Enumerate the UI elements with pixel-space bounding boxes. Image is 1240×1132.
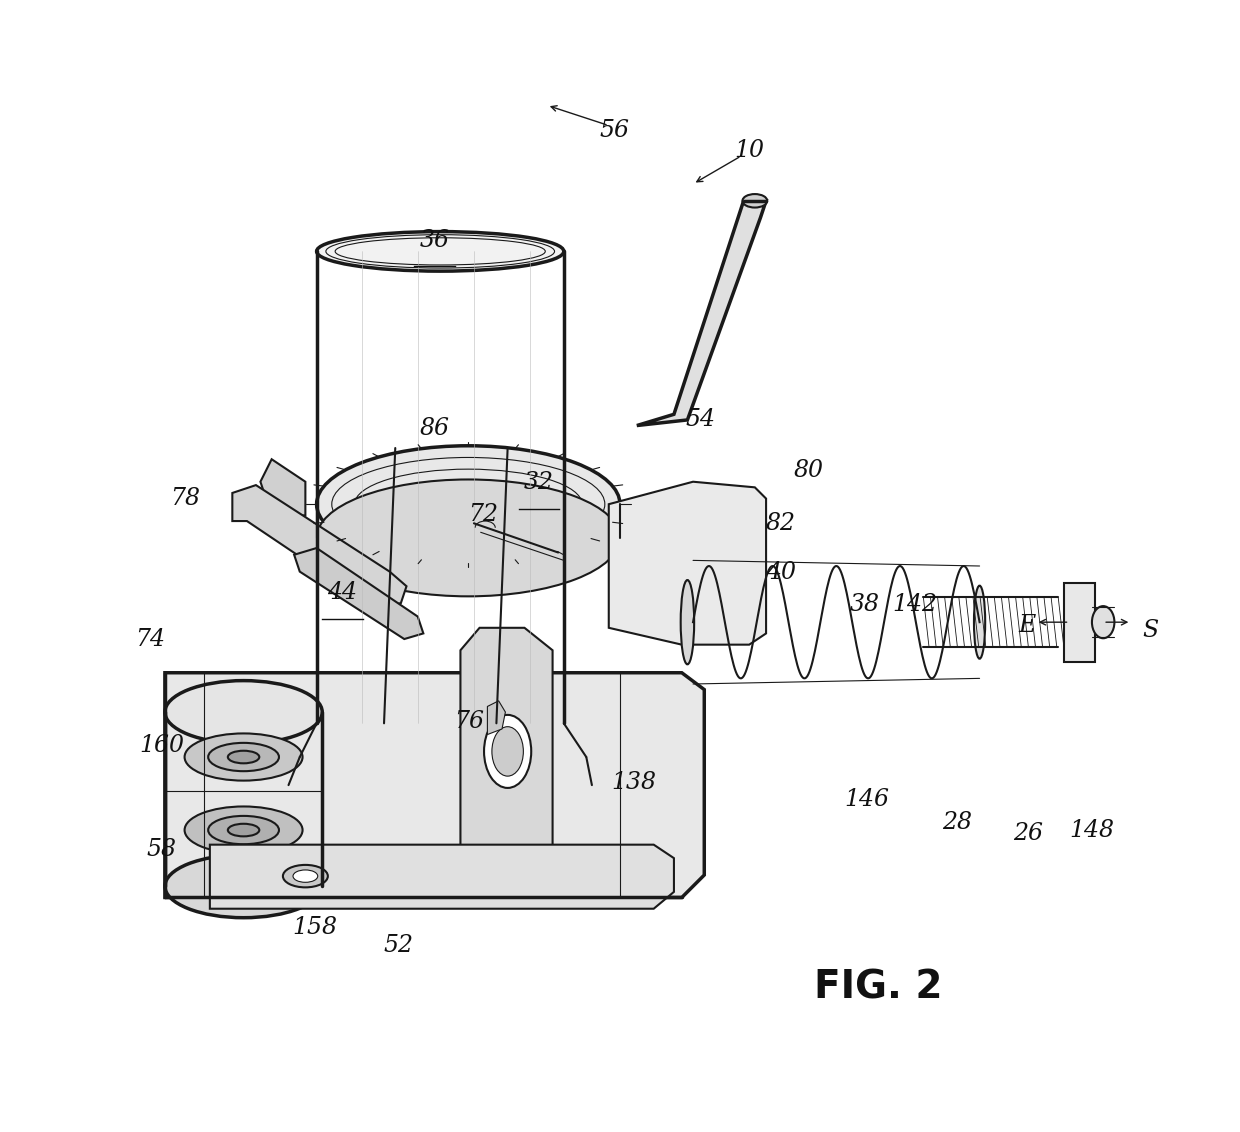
Text: 76: 76 [454,710,485,732]
Ellipse shape [165,680,322,744]
Text: FIG. 2: FIG. 2 [815,968,942,1006]
Text: 44: 44 [327,582,357,604]
Ellipse shape [316,446,620,563]
Polygon shape [210,844,673,909]
Text: 58: 58 [146,838,176,860]
Ellipse shape [316,703,564,743]
Ellipse shape [484,715,531,788]
Polygon shape [232,486,407,609]
Polygon shape [1064,583,1095,662]
Ellipse shape [681,580,694,664]
Text: 26: 26 [1013,822,1043,844]
Text: 82: 82 [765,512,796,534]
Text: 78: 78 [170,487,200,511]
Ellipse shape [1092,606,1115,638]
Ellipse shape [185,734,303,781]
Text: 38: 38 [849,593,880,616]
Polygon shape [294,548,423,640]
Text: 80: 80 [794,458,823,482]
Ellipse shape [973,585,986,659]
Text: E: E [1018,614,1035,637]
Text: 28: 28 [942,811,972,833]
Polygon shape [637,200,766,426]
Text: 36: 36 [419,229,450,251]
Text: 160: 160 [139,735,184,757]
Ellipse shape [316,480,620,597]
Polygon shape [460,628,553,875]
Text: 52: 52 [383,934,414,958]
Polygon shape [165,672,704,898]
Text: 74: 74 [135,627,165,651]
Ellipse shape [185,806,303,854]
Text: 32: 32 [525,471,554,495]
Ellipse shape [293,871,317,882]
Text: 72: 72 [467,503,498,525]
Ellipse shape [283,865,327,887]
Text: 138: 138 [611,771,656,795]
Polygon shape [609,482,766,644]
Ellipse shape [743,194,768,207]
Text: 86: 86 [419,418,450,440]
Text: 54: 54 [686,409,715,431]
Ellipse shape [228,824,259,837]
Text: 158: 158 [291,916,337,940]
Text: S: S [1142,618,1158,642]
Ellipse shape [208,816,279,844]
Ellipse shape [492,727,523,777]
Text: 56: 56 [599,119,630,142]
Ellipse shape [316,232,564,272]
Ellipse shape [228,751,259,763]
Text: 148: 148 [1069,818,1115,841]
Text: 146: 146 [844,788,890,812]
Polygon shape [487,701,506,735]
Text: 10: 10 [734,139,764,162]
Polygon shape [260,460,305,515]
Text: 142: 142 [892,593,937,616]
Ellipse shape [208,743,279,771]
Text: 40: 40 [765,561,796,584]
Ellipse shape [165,855,322,918]
